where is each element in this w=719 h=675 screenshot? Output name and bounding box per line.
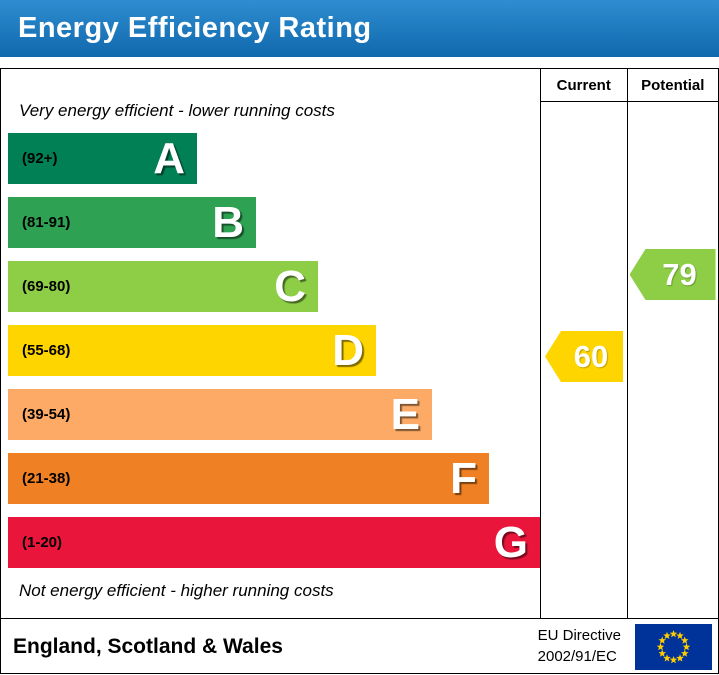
band-c-range-label: (69-80) (22, 278, 71, 295)
band-e-bar: (39-54) E (8, 389, 432, 440)
band-e-range-label: (39-54) (22, 406, 71, 423)
band-e-letter: E (390, 390, 420, 439)
top-note: Very energy efficient - lower running co… (19, 101, 335, 120)
band-d-letter: D (332, 326, 364, 375)
band-b-letter: B (212, 198, 244, 247)
band-d-range-label: (55-68) (22, 342, 71, 359)
potential-column: Potential 79 (626, 69, 718, 618)
column-header-current: Current (541, 69, 627, 102)
bottom-note: Not energy efficient - higher running co… (19, 581, 334, 600)
band-row-a: (92+) A (8, 133, 540, 184)
eu-directive-line2: 2002/91/EC (537, 647, 617, 665)
title-bar: Energy Efficiency Rating (0, 0, 719, 57)
band-a-letter: A (153, 134, 185, 183)
eu-directive-line1: EU Directive (537, 627, 621, 645)
band-g-range-label: (1-20) (22, 534, 63, 551)
band-a-bar: (92+) A (8, 133, 197, 184)
current-value: 60 (573, 338, 609, 374)
band-f-bar: (21-38) F (8, 453, 489, 504)
rating-table: Very energy efficient - lower running co… (0, 68, 719, 674)
potential-arrow: 79 (629, 249, 716, 300)
current-arrow: 60 (545, 331, 623, 382)
band-f-range-label: (21-38) (22, 470, 71, 487)
band-row-d: (55-68) D (8, 325, 540, 376)
rating-grid: Very energy efficient - lower running co… (1, 69, 718, 618)
current-column: Current 60 (540, 69, 627, 618)
eu-directive-text: EU Directive 2002/91/EC (538, 626, 621, 667)
bands-column: Very energy efficient - lower running co… (1, 69, 540, 618)
band-d-bar: (55-68) D (8, 325, 376, 376)
page-title: Energy Efficiency Rating (18, 12, 372, 44)
column-header-potential: Potential (627, 69, 718, 102)
band-row-c: (69-80) C (8, 261, 540, 312)
band-row-f: (21-38) F (8, 453, 540, 504)
band-row-g: (1-20) G (8, 517, 540, 568)
band-b-bar: (81-91) B (8, 197, 256, 248)
potential-value: 79 (662, 256, 697, 292)
region-label: England, Scotland & Wales (13, 634, 283, 658)
footer-row: England, Scotland & Wales EU Directive 2… (1, 618, 718, 674)
band-b-range-label: (81-91) (22, 214, 71, 231)
band-row-e: (39-54) E (8, 389, 540, 440)
band-row-b: (81-91) B (8, 197, 540, 248)
band-g-letter: G (493, 518, 528, 567)
band-c-letter: C (274, 262, 306, 311)
band-c-bar: (69-80) C (8, 261, 318, 312)
band-a-range-label: (92+) (22, 150, 58, 167)
band-g-bar: (1-20) G (8, 517, 540, 568)
eu-flag-icon (635, 623, 712, 670)
band-f-letter: F (450, 454, 477, 503)
